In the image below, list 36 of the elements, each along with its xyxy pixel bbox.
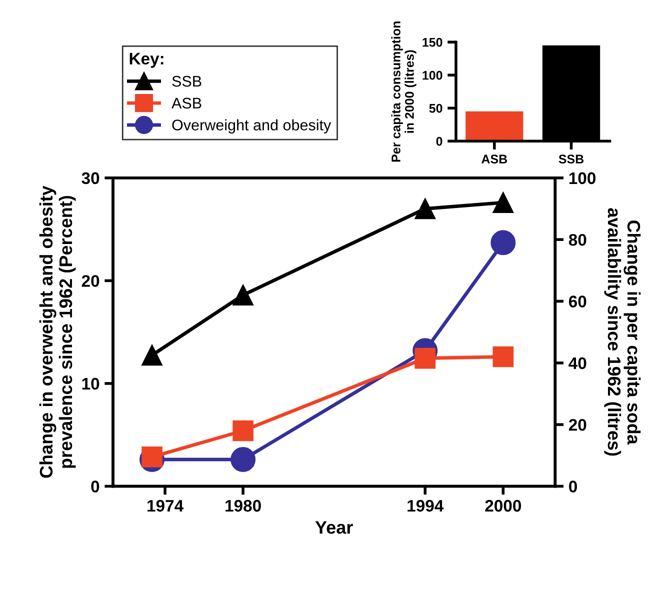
point — [232, 284, 254, 306]
y-tick-label: 10 — [82, 378, 100, 390]
x-tick-label: 1994 — [408, 500, 444, 512]
legend-title: Key: — [130, 52, 164, 68]
y2-tick-label: 40 — [568, 357, 586, 370]
point — [490, 230, 516, 256]
y-tick-label: 20 — [82, 275, 100, 287]
y2-tick-label: 80 — [568, 234, 586, 246]
y-tick-label: 150 — [422, 38, 442, 47]
y2-axis-title: Change in per capita soda availability since 1962 (litres) — [604, 208, 641, 456]
point — [492, 192, 514, 213]
legend-label: Overweight and obesity — [172, 119, 332, 134]
point — [230, 447, 256, 472]
y2-tick-label: 0 — [569, 480, 577, 492]
x-tick-label: 1974 — [148, 500, 184, 512]
x-tick-label: 2000 — [485, 500, 522, 512]
y-tick-label: 0 — [436, 136, 442, 146]
point — [142, 446, 162, 468]
y-axis-title: Per capita consumption in 2000 (litres) — [391, 22, 416, 162]
legend-label: SSB — [172, 76, 202, 87]
legend-label: ASB — [172, 98, 202, 109]
point — [414, 348, 436, 369]
point — [142, 344, 162, 366]
point — [492, 346, 514, 368]
y2-tick-label: 60 — [568, 296, 586, 308]
point — [232, 420, 254, 442]
y-tick-label: 50 — [429, 104, 442, 113]
y-axis-title: Change in overweight and obesity prevalence since 1962 (Percent) — [39, 186, 76, 478]
y2-tick-label: 100 — [569, 172, 596, 184]
y-tick-label: 100 — [422, 70, 442, 80]
point — [414, 198, 436, 220]
y-tick-label: 30 — [82, 172, 100, 184]
y2-tick-label: 20 — [568, 418, 586, 431]
x-axis-title: Year — [315, 521, 353, 534]
x-tick-label: 1980 — [226, 500, 261, 512]
y-tick-label: 0 — [91, 480, 100, 492]
